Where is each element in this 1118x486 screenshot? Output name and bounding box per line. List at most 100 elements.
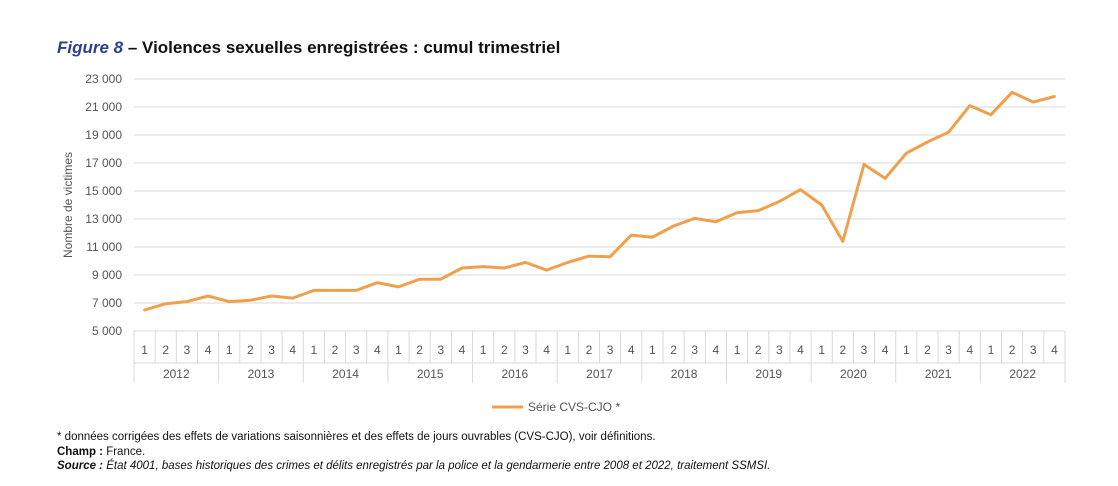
x-year-label: 2012 — [163, 367, 190, 381]
data-point — [376, 281, 379, 284]
data-point — [1053, 95, 1056, 98]
x-quarter-label: 3 — [437, 343, 444, 357]
x-quarter-label: 1 — [141, 343, 148, 357]
x-quarter-label: 4 — [374, 343, 381, 357]
data-point — [460, 266, 464, 270]
x-quarter-label: 3 — [522, 343, 529, 357]
x-year-label: 2019 — [755, 367, 782, 381]
data-point — [481, 265, 485, 268]
x-quarter-label: 1 — [818, 343, 825, 357]
x-quarter-label: 1 — [649, 343, 656, 357]
x-quarter-label: 2 — [924, 343, 931, 357]
y-tick-label: 21 000 — [85, 100, 122, 114]
x-year-label: 2013 — [248, 367, 275, 381]
data-point — [630, 233, 633, 237]
note-source: Source : État 4001, bases historiques de… — [57, 459, 770, 474]
x-quarter-label: 1 — [734, 343, 741, 357]
x-year-label: 2016 — [502, 367, 529, 381]
data-point — [947, 131, 950, 134]
data-point — [164, 302, 167, 305]
data-point — [185, 300, 189, 303]
data-point — [651, 236, 654, 239]
data-point — [418, 278, 421, 281]
data-point — [672, 224, 675, 228]
data-point — [735, 211, 739, 214]
x-quarter-label: 1 — [903, 343, 910, 357]
y-tick-label: 13 000 — [85, 212, 122, 226]
data-point — [862, 163, 866, 166]
x-quarter-label: 3 — [776, 343, 783, 357]
y-tick-label: 11 000 — [86, 240, 122, 254]
x-quarter-label: 3 — [945, 343, 952, 357]
x-quarter-label: 3 — [691, 343, 698, 357]
data-point — [799, 188, 802, 191]
data-point — [354, 289, 358, 292]
x-quarter-label: 3 — [861, 343, 868, 357]
data-point — [820, 203, 823, 207]
x-quarter-label: 4 — [628, 343, 635, 357]
x-quarter-label: 1 — [564, 343, 571, 357]
data-point — [143, 308, 146, 312]
data-point — [756, 209, 760, 212]
y-tick-label: 17 000 — [85, 156, 122, 170]
x-quarter-label: 4 — [459, 343, 466, 357]
data-point — [714, 220, 718, 223]
series-line — [143, 90, 1056, 312]
data-point — [841, 240, 845, 243]
x-year-label: 2014 — [332, 367, 359, 381]
x-quarter-label: 3 — [1030, 343, 1037, 357]
x-year-label: 2017 — [586, 367, 613, 381]
x-quarter-label: 2 — [839, 343, 846, 357]
y-axis-label: Nombre de victimes — [61, 152, 75, 258]
y-tick-label: 9 000 — [92, 268, 122, 282]
line-chart: 5 000 7 000 9 000 11 000 13 000 15 000 17 000 1… — [61, 72, 1066, 414]
champ-label: Champ : — [57, 445, 103, 458]
data-point — [883, 177, 887, 180]
x-year-label: 2021 — [925, 367, 952, 381]
x-quarter-label: 4 — [713, 343, 720, 357]
x-quarter-label: 2 — [755, 343, 762, 357]
x-quarter-label: 3 — [268, 343, 275, 357]
champ-text: France. — [103, 445, 146, 458]
data-point — [968, 104, 971, 107]
source-label: Source : — [57, 460, 104, 472]
chart-notes: * données corrigées des effets de variat… — [57, 430, 770, 474]
y-tick-label: 23 000 — [85, 72, 122, 86]
x-quarter-label: 4 — [1051, 343, 1058, 357]
x-quarter-label: 1 — [480, 343, 487, 357]
data-point — [1010, 91, 1014, 94]
data-point — [524, 261, 527, 264]
data-point — [312, 289, 316, 292]
x-quarter-label: 2 — [670, 343, 677, 357]
data-point — [989, 113, 993, 116]
y-tick-label: 7 000 — [92, 296, 122, 310]
data-point — [439, 278, 443, 281]
x-year-label: 2018 — [671, 367, 698, 381]
title-text: Violences sexuelles enregistrées : cumul… — [142, 38, 561, 57]
x-quarter-label: 3 — [184, 343, 191, 357]
data-point — [333, 289, 337, 292]
x-quarter-label: 2 — [416, 343, 423, 357]
source-text: État 4001, bases historiques des crimes … — [103, 460, 771, 472]
data-point — [905, 152, 908, 155]
data-point — [503, 266, 506, 270]
x-year-label: 2015 — [417, 367, 444, 381]
x-quarter-label: 2 — [247, 343, 254, 357]
x-year-label: 2020 — [840, 367, 867, 381]
note-asterisk: * données corrigées des effets de variat… — [57, 431, 656, 443]
x-quarter-label: 4 — [289, 343, 296, 357]
x-quarter-label: 1 — [226, 343, 233, 357]
x-quarter-label: 4 — [797, 343, 804, 357]
data-point — [1032, 100, 1035, 104]
x-quarter-label: 1 — [395, 343, 402, 357]
x-quarter-label: 2 — [332, 343, 339, 357]
data-point — [926, 140, 929, 144]
data-point — [291, 296, 294, 300]
x-quarter-label: 4 — [882, 343, 889, 357]
data-point — [397, 285, 400, 289]
data-point — [249, 299, 252, 302]
data-point — [608, 255, 612, 258]
x-quarter-label: 3 — [607, 343, 614, 357]
x-quarter-label: 4 — [966, 343, 973, 357]
y-tick-label: 15 000 — [85, 184, 122, 198]
